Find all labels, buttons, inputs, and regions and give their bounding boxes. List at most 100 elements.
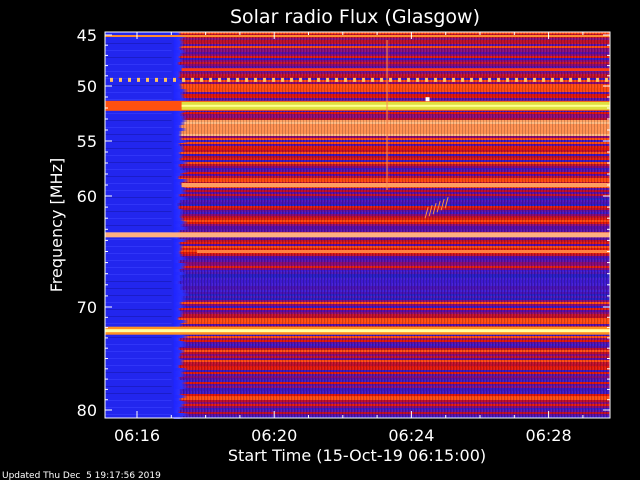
low-signal-edge xyxy=(173,242,182,245)
low-signal-edge xyxy=(173,71,182,74)
low-signal-edge xyxy=(173,98,190,101)
low-signal-edge xyxy=(173,380,188,383)
low-signal-edge xyxy=(173,392,183,395)
vertical-spike xyxy=(386,40,389,190)
low-signal-edge xyxy=(173,302,184,305)
low-signal-line xyxy=(105,344,172,345)
dotted-artefact xyxy=(533,77,536,82)
low-signal-edge xyxy=(173,311,185,314)
intense-band-51mhz-core xyxy=(181,104,610,107)
low-signal-edge xyxy=(173,275,184,278)
low-signal-edge xyxy=(173,197,189,200)
low-signal-line xyxy=(105,148,172,149)
dotted-artefact xyxy=(587,77,590,82)
dotted-artefact xyxy=(470,77,473,82)
low-signal-line xyxy=(105,365,172,366)
low-signal-edge xyxy=(173,377,182,380)
low-signal-line xyxy=(105,183,172,184)
low-signal-line xyxy=(105,379,172,380)
dotted-artefact xyxy=(182,77,185,82)
low-signal-edge xyxy=(173,386,189,389)
chart-title: Solar radio Flux (Glasgow) xyxy=(230,6,480,28)
dotted-artefact xyxy=(596,77,599,82)
low-signal-line xyxy=(105,71,172,72)
low-signal-line xyxy=(105,274,172,275)
low-signal-edge xyxy=(173,269,182,272)
dotted-artefact xyxy=(326,77,329,82)
dotted-artefact xyxy=(416,77,419,82)
dotted-artefact xyxy=(344,77,347,82)
low-signal-edge xyxy=(173,350,186,353)
plot-frame xyxy=(104,31,611,419)
low-signal-edge xyxy=(173,365,181,368)
low-signal-line xyxy=(105,204,172,205)
low-signal-edge xyxy=(173,155,185,158)
spectrogram-plot-area xyxy=(105,32,610,419)
low-signal-line xyxy=(105,260,172,261)
low-signal-edge xyxy=(173,50,187,53)
low-signal-line xyxy=(105,169,172,170)
burst-trace xyxy=(444,196,449,209)
low-signal-edge xyxy=(173,137,184,140)
dotted-artefact xyxy=(353,77,356,82)
dotted-artefact xyxy=(425,77,428,82)
low-signal-line xyxy=(105,323,172,324)
dotted-artefact xyxy=(218,77,221,82)
low-signal-line xyxy=(105,92,172,93)
low-signal-edge xyxy=(173,149,186,152)
low-signal-line xyxy=(105,64,172,65)
low-signal-edge xyxy=(173,341,187,344)
low-signal-edge xyxy=(173,344,188,347)
low-signal-line xyxy=(105,386,172,387)
dotted-artefact xyxy=(164,77,167,82)
low-signal-edge xyxy=(173,239,189,242)
low-signal-edge xyxy=(173,383,188,386)
low-signal-line xyxy=(105,246,172,247)
low-signal-edge xyxy=(173,182,184,185)
dotted-artefact xyxy=(497,77,500,82)
dotted-artefact xyxy=(506,77,509,82)
low-signal-line xyxy=(105,141,172,142)
low-signal-edge xyxy=(173,278,184,281)
low-signal-edge xyxy=(173,266,187,269)
low-signal-edge xyxy=(173,170,189,173)
low-signal-line xyxy=(105,407,172,408)
dotted-artefact xyxy=(542,77,545,82)
low-signal-edge xyxy=(173,404,186,407)
low-signal-edge xyxy=(173,32,182,35)
low-signal-edge xyxy=(173,389,183,392)
low-signal-edge xyxy=(173,65,187,68)
low-signal-edge xyxy=(173,95,186,98)
low-signal-line xyxy=(105,113,172,114)
low-signal-edge xyxy=(173,257,188,260)
low-signal-edge xyxy=(173,143,182,146)
burst-trace xyxy=(424,206,429,219)
low-signal-line xyxy=(105,162,172,163)
low-signal-edge xyxy=(173,116,187,119)
low-signal-line xyxy=(105,99,172,100)
dotted-artefact xyxy=(524,77,527,82)
low-signal-edge xyxy=(173,305,186,308)
dotted-artefact xyxy=(308,77,311,82)
texture-overlay xyxy=(105,32,610,418)
low-signal-line xyxy=(105,281,172,282)
low-signal-edge xyxy=(173,218,185,221)
low-signal-line xyxy=(105,414,172,415)
low-signal-edge xyxy=(173,59,184,62)
x-axis: 06:16 06:20 06:24 06:28 xyxy=(114,32,584,445)
low-signal-edge xyxy=(173,119,188,122)
low-signal-edge xyxy=(173,161,189,164)
dotted-artefact xyxy=(200,77,203,82)
low-signal-edge xyxy=(173,374,187,377)
low-signal-edge xyxy=(173,398,183,401)
low-signal-line xyxy=(105,400,172,401)
dotted-artefact xyxy=(488,77,491,82)
low-signal-edge xyxy=(173,227,190,230)
dotted-artefact xyxy=(443,77,446,82)
low-signal-edge xyxy=(173,83,183,86)
low-signal-edge xyxy=(173,263,188,266)
dotted-artefact xyxy=(146,77,149,82)
dotted-artefact xyxy=(227,77,230,82)
low-signal-line xyxy=(105,267,172,268)
